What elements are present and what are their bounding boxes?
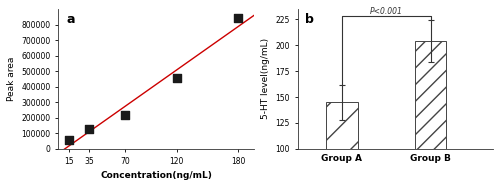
Text: a: a bbox=[66, 13, 74, 26]
Bar bbox=[416, 41, 446, 149]
Point bbox=[86, 127, 94, 130]
X-axis label: Concentration(ng/mL): Concentration(ng/mL) bbox=[100, 171, 212, 180]
Bar bbox=[326, 102, 358, 149]
Text: P<0.001: P<0.001 bbox=[370, 7, 403, 16]
Point bbox=[122, 114, 130, 117]
Point bbox=[234, 17, 242, 20]
Point bbox=[172, 77, 180, 80]
Y-axis label: 5-HT level(ng/mL): 5-HT level(ng/mL) bbox=[261, 38, 270, 119]
Text: b: b bbox=[306, 13, 314, 26]
Y-axis label: Peak area: Peak area bbox=[7, 57, 16, 101]
Point bbox=[64, 138, 72, 141]
